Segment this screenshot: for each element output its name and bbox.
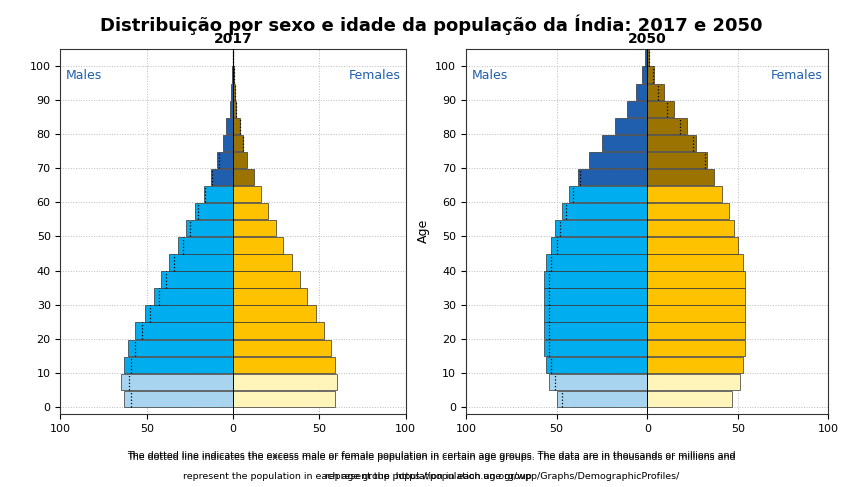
Bar <box>647 186 721 202</box>
Bar <box>233 356 335 373</box>
Bar <box>128 339 233 356</box>
Bar <box>562 203 647 219</box>
Bar <box>647 374 740 390</box>
Bar <box>647 49 649 66</box>
Bar <box>186 220 233 237</box>
Bar <box>550 374 647 390</box>
Bar <box>647 339 745 356</box>
Title: 2050: 2050 <box>628 32 666 46</box>
Bar <box>233 203 268 219</box>
Text: Males: Males <box>66 69 102 82</box>
Bar <box>169 254 233 271</box>
Bar <box>544 339 647 356</box>
Bar <box>233 135 243 151</box>
Bar <box>161 271 233 288</box>
Bar <box>647 66 654 83</box>
Text: Females: Females <box>772 69 823 82</box>
Bar <box>647 391 733 407</box>
Bar <box>233 220 276 237</box>
Bar <box>647 254 743 271</box>
Bar <box>570 186 647 202</box>
Bar <box>233 186 261 202</box>
Bar <box>233 254 292 271</box>
Bar <box>647 169 715 185</box>
Bar <box>233 339 331 356</box>
Bar <box>544 305 647 322</box>
Bar <box>223 135 233 151</box>
Bar <box>233 118 240 134</box>
Text: The dotted line indicates the excess male or female population in certain age gr: The dotted line indicates the excess mal… <box>127 451 736 460</box>
Bar <box>551 237 647 254</box>
Bar <box>233 83 235 100</box>
Bar <box>178 237 233 254</box>
Bar <box>647 152 707 168</box>
Bar <box>647 237 738 254</box>
Bar <box>545 254 647 271</box>
Bar <box>231 83 233 100</box>
Bar <box>124 391 233 407</box>
Bar <box>647 288 745 305</box>
Bar <box>578 169 647 185</box>
Bar <box>204 186 233 202</box>
Bar <box>614 118 647 134</box>
Y-axis label: Age: Age <box>417 219 430 244</box>
Text: The dotted line indicates the excess male or female population in certain age gr: The dotted line indicates the excess mal… <box>127 453 736 462</box>
Bar <box>544 271 647 288</box>
Bar <box>121 374 233 390</box>
Bar <box>233 288 307 305</box>
Bar <box>647 305 745 322</box>
Bar <box>602 135 647 151</box>
Title: 2017: 2017 <box>214 32 252 46</box>
Bar <box>647 118 687 134</box>
Bar <box>646 49 647 66</box>
Bar <box>226 118 233 134</box>
Text: represent the population in each age group: represent the population in each age gro… <box>325 472 538 481</box>
Bar <box>647 135 696 151</box>
Text: Distribuição por sexo e idade da população da Índia: 2017 e 2050: Distribuição por sexo e idade da populaç… <box>100 15 763 35</box>
Bar <box>636 83 647 100</box>
Bar <box>647 101 675 117</box>
Bar <box>642 66 647 83</box>
Text: represent the population in each age group  https://population.un.org/wpp/Graphs: represent the population in each age gro… <box>183 472 680 481</box>
Bar <box>557 391 647 407</box>
Text: Females: Females <box>349 69 400 82</box>
Bar <box>544 322 647 339</box>
Bar <box>154 288 233 305</box>
Bar <box>233 271 300 288</box>
Bar <box>230 101 233 117</box>
Bar <box>233 391 335 407</box>
Bar <box>124 356 233 373</box>
Bar <box>233 322 324 339</box>
Bar <box>233 101 236 117</box>
Bar <box>217 152 233 168</box>
Bar <box>233 152 247 168</box>
Bar <box>589 152 647 168</box>
Bar <box>627 101 647 117</box>
Text: Males: Males <box>471 69 507 82</box>
Bar <box>135 322 233 339</box>
Bar <box>544 288 647 305</box>
Bar <box>647 356 743 373</box>
Bar <box>647 83 664 100</box>
Bar <box>145 305 233 322</box>
Bar <box>233 169 254 185</box>
Bar <box>211 169 233 185</box>
Bar <box>545 356 647 373</box>
Bar <box>647 220 734 237</box>
Bar <box>647 322 745 339</box>
Bar <box>195 203 233 219</box>
Bar <box>233 237 283 254</box>
Bar <box>647 271 745 288</box>
Bar <box>233 305 316 322</box>
Bar <box>233 374 337 390</box>
Bar <box>647 203 728 219</box>
Bar <box>555 220 647 237</box>
